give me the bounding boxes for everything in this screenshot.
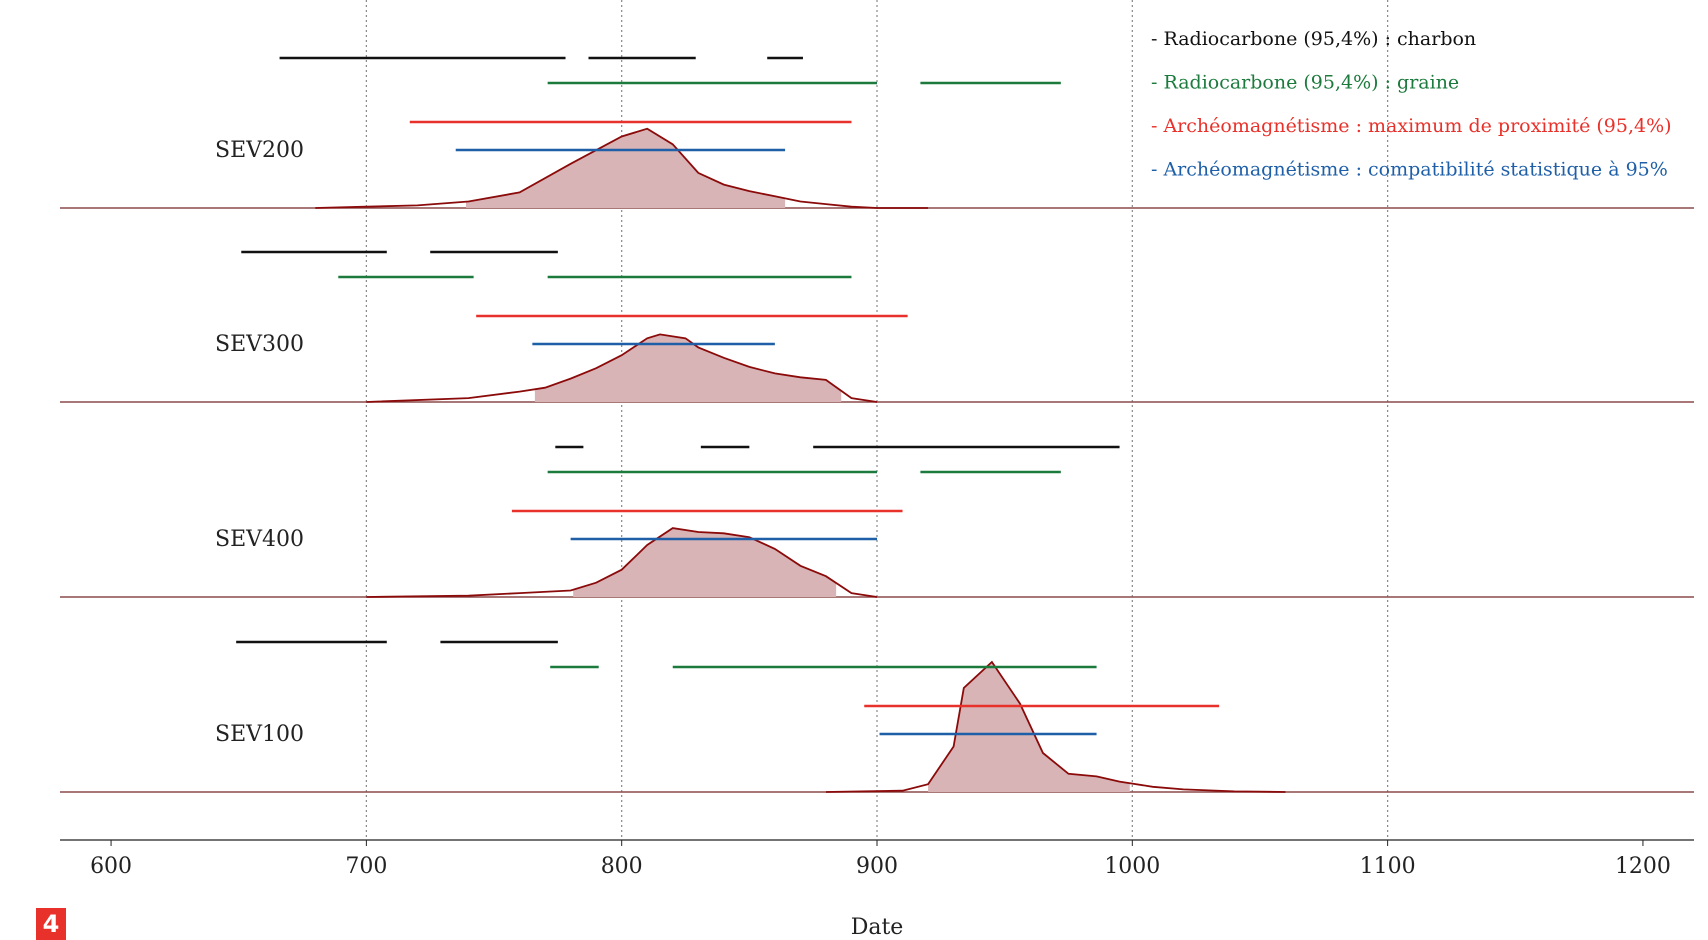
density-curve [366, 527, 878, 598]
density-curve [825, 660, 1286, 793]
x-tick-label: 1000 [1104, 854, 1160, 879]
x-tick-label: 1200 [1615, 854, 1671, 879]
hpd-area [573, 528, 837, 597]
panel-label: SEV200 [215, 138, 304, 163]
figure-badge [36, 908, 66, 940]
panel-label: SEV400 [215, 527, 304, 552]
x-tick-label: 900 [856, 854, 898, 879]
hpd-area [928, 662, 1130, 792]
hpd-area [465, 128, 786, 208]
figure-label: 4 [43, 910, 60, 938]
x-tick-label: 1100 [1360, 854, 1416, 879]
legend-entry: - Archéomagnétisme : compatibilité stati… [1151, 159, 1668, 181]
x-tick-label: 800 [601, 854, 643, 879]
x-axis-label: Date [851, 915, 904, 940]
x-tick-label: 600 [90, 854, 132, 879]
legend-entry: - Archéomagnétisme : maximum de proximit… [1151, 115, 1672, 137]
legend-entry: - Radiocarbone (95,4%) : graine [1151, 72, 1459, 94]
panel-label: SEV100 [215, 722, 304, 747]
density-curve [366, 333, 878, 403]
density-curve [315, 127, 929, 209]
panel-label: SEV300 [215, 332, 304, 357]
legend-entry: - Radiocarbone (95,4%) : charbon [1151, 28, 1476, 50]
x-tick-label: 700 [345, 854, 387, 879]
hpd-area [534, 334, 842, 402]
